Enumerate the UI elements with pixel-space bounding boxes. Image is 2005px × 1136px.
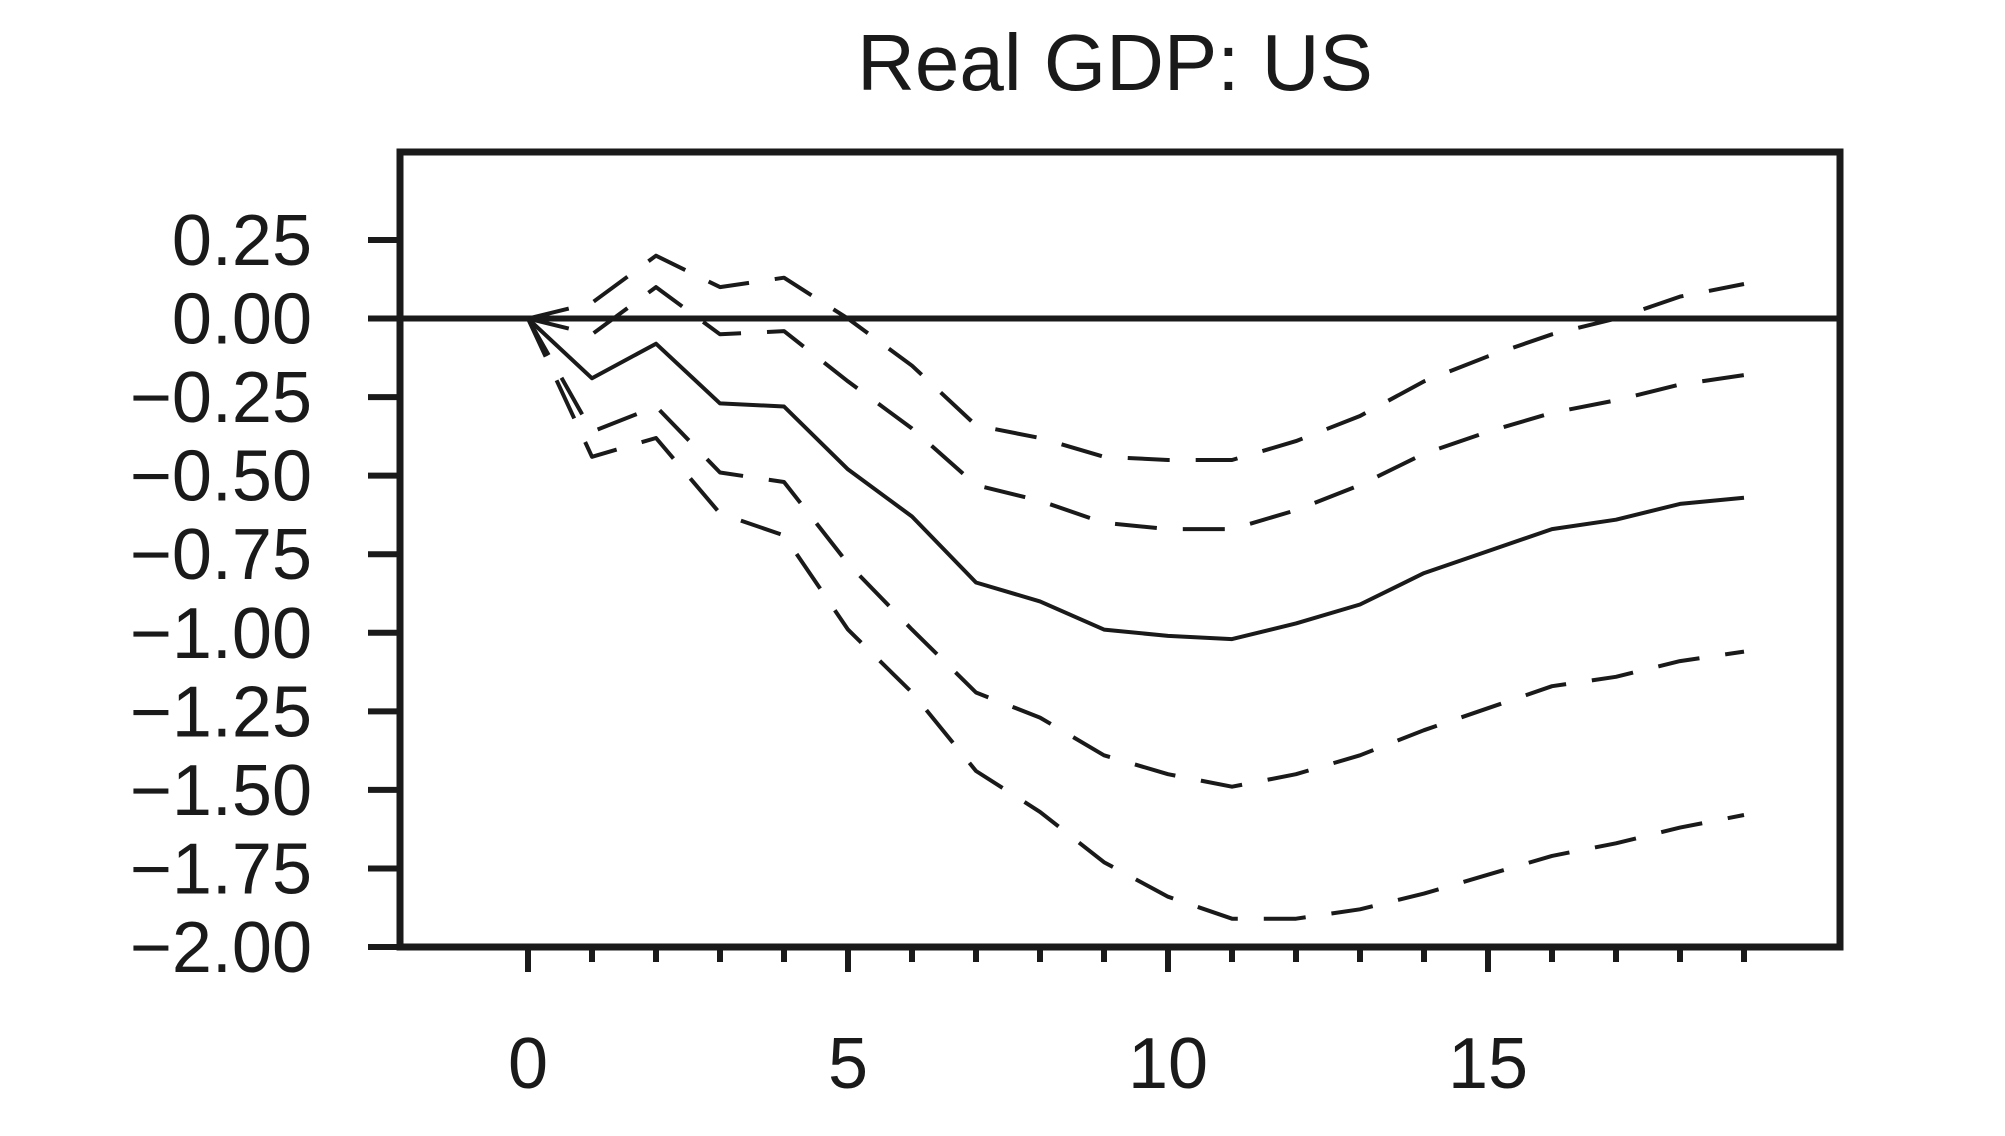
y-tick-label: −0.75 xyxy=(130,515,312,595)
x-axis: 0 5 10 15 xyxy=(508,950,1747,1104)
series-line-0-confidence-band xyxy=(527,253,1745,462)
chart-title: Real GDP: US xyxy=(857,18,1373,107)
x-tick-label: 10 xyxy=(1128,1024,1208,1104)
series-line-4-confidence-band xyxy=(526,317,1745,921)
y-tick-label: −0.50 xyxy=(130,437,312,517)
y-tick-label: 0.00 xyxy=(172,280,312,360)
x-tick-label: 5 xyxy=(828,1024,868,1104)
x-tick-label: 15 xyxy=(1448,1024,1528,1104)
plot-frame xyxy=(396,148,1844,951)
series-line-1-confidence-band xyxy=(527,285,1745,532)
y-tick-label: −1.25 xyxy=(130,672,312,752)
series-group xyxy=(526,253,1745,921)
y-tick-label: 0.25 xyxy=(172,201,312,281)
series-line-3-confidence-band xyxy=(526,317,1745,789)
series-line-2-point-estimate xyxy=(526,317,1745,642)
y-tick-label: −1.50 xyxy=(130,751,312,831)
x-tick-label: 0 xyxy=(508,1024,548,1104)
y-tick-label: −1.00 xyxy=(130,594,312,674)
y-tick-label: −0.25 xyxy=(130,358,312,438)
y-tick-label: −2.00 xyxy=(130,908,312,988)
y-axis: 0.250.00−0.25−0.50−0.75−1.00−1.25−1.50−1… xyxy=(130,201,400,988)
y-tick-label: −1.75 xyxy=(130,829,312,909)
